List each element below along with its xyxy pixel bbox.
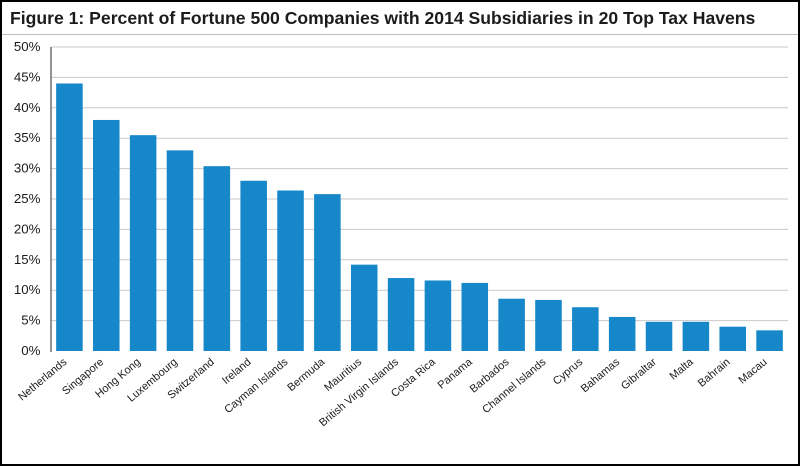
svg-text:20%: 20% <box>14 221 41 236</box>
svg-text:Bahrain: Bahrain <box>696 356 733 390</box>
svg-text:40%: 40% <box>14 100 41 115</box>
svg-text:Macau: Macau <box>736 356 769 386</box>
svg-text:Bahamas: Bahamas <box>579 356 623 395</box>
svg-text:15%: 15% <box>14 252 41 267</box>
svg-text:Cyprus: Cyprus <box>551 356 586 388</box>
svg-text:5%: 5% <box>21 313 40 328</box>
svg-text:Gibraltar: Gibraltar <box>619 356 659 393</box>
svg-text:Bermuda: Bermuda <box>285 356 328 394</box>
svg-text:Channel Islands: Channel Islands <box>480 356 549 416</box>
svg-text:Netherlands: Netherlands <box>16 356 70 404</box>
svg-text:10%: 10% <box>14 282 41 297</box>
svg-text:Cayman Islands: Cayman Islands <box>222 356 291 416</box>
svg-text:30%: 30% <box>14 161 41 176</box>
svg-text:0%: 0% <box>21 343 40 358</box>
svg-text:Ireland: Ireland <box>220 356 253 387</box>
svg-text:35%: 35% <box>14 130 41 145</box>
svg-text:25%: 25% <box>14 191 41 206</box>
svg-text:45%: 45% <box>14 69 41 84</box>
svg-text:Malta: Malta <box>667 356 696 383</box>
svg-text:50%: 50% <box>14 39 41 54</box>
